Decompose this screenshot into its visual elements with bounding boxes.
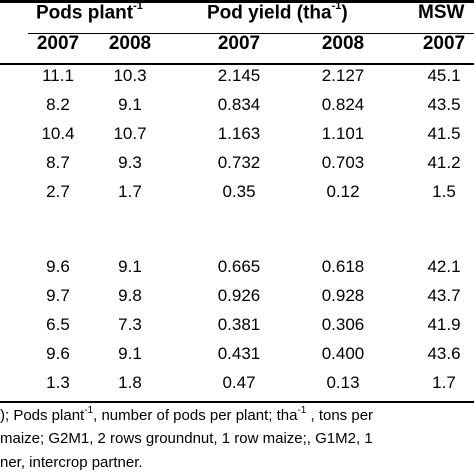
year-col-4: 2008: [321, 33, 365, 54]
table-cell: 43.5: [427, 95, 461, 114]
footnote-line-2: maize; G2M1, 2 rows groundnut, 1 row mai…: [0, 430, 373, 447]
year-underline: [0, 63, 474, 65]
table-cell: 0.400: [321, 344, 365, 363]
footnote-sup: -1: [84, 405, 94, 416]
table-cell: 10.4: [41, 124, 75, 143]
pods-plant-sup: -1: [133, 0, 143, 12]
table-cell: 1.5: [432, 182, 456, 201]
table-cell: 0.824: [321, 95, 365, 114]
table-cell: 1.101: [321, 124, 365, 143]
table-cell: 9.6: [46, 257, 70, 276]
table-cell: 43.6: [427, 344, 461, 363]
pods-plant-label: Pods plant: [36, 2, 134, 24]
footnote-line-1: ); Pods plant-1, number of pods per plan…: [0, 405, 374, 424]
year-col-1: 2007: [36, 33, 80, 54]
table-cell: 0.47: [222, 373, 256, 392]
table-cell: 0.431: [217, 344, 261, 363]
pod-yield-label: Pod yield (tha: [207, 2, 332, 24]
table-cell: 6.5: [46, 315, 70, 334]
table-cell: 41.9: [427, 315, 461, 334]
table-cell: 9.1: [118, 95, 142, 114]
msw-header: MSW: [418, 2, 464, 24]
pods-plant-header: Pods plant-1: [36, 0, 143, 24]
footnote-text: , tons per: [306, 407, 374, 424]
pod-yield-sup: -1: [331, 0, 342, 12]
table-cell: 8.2: [46, 95, 70, 114]
pod-yield-close: ): [341, 2, 348, 24]
top-rule: [0, 0, 474, 3]
table-cell: 9.7: [46, 286, 70, 305]
table-cell: 0.665: [217, 257, 261, 276]
table-cell: 2.145: [217, 66, 261, 85]
table-cell: 42.1: [427, 257, 461, 276]
header-underline: [28, 33, 474, 34]
table-cell: 9.1: [118, 257, 142, 276]
msw-label: MSW: [418, 2, 465, 23]
footnote-text: ); Pods plant: [0, 407, 85, 424]
table-cell: 1.7: [432, 373, 456, 392]
table-cell: 0.306: [321, 315, 365, 334]
table-cell: 2.127: [321, 66, 365, 85]
bottom-rule: [0, 401, 474, 403]
table-cell: 0.618: [321, 257, 365, 276]
footnote-sup: -1: [297, 405, 307, 416]
table-cell: 9.6: [46, 344, 70, 363]
table-cell: 2.7: [46, 182, 70, 201]
table-cell: 1.163: [217, 124, 261, 143]
table-cell: 0.703: [321, 153, 365, 172]
table-cell: 0.834: [217, 95, 261, 114]
table-cell: 0.13: [326, 373, 360, 392]
table-cell: 0.35: [222, 182, 256, 201]
year-col-2: 2008: [108, 33, 152, 54]
pod-yield-header: Pod yield (tha-1): [207, 0, 348, 24]
table-cell: 41.5: [427, 124, 461, 143]
year-col-3: 2007: [217, 33, 261, 54]
table-cell: 8.7: [46, 153, 70, 172]
table-cell: 10.7: [113, 124, 147, 143]
table-cell: 10.3: [113, 66, 147, 85]
table-cell: 0.12: [326, 182, 360, 201]
table-cell: 7.3: [118, 315, 142, 334]
table-cell: 1.7: [118, 182, 142, 201]
table-cell: 9.3: [118, 153, 142, 172]
table-cell: 0.732: [217, 153, 261, 172]
year-col-5: 2007: [422, 33, 466, 54]
table-cell: 9.8: [118, 286, 142, 305]
table-cell: 11.1: [42, 66, 74, 85]
table-cell: 41.2: [427, 153, 461, 172]
table-cell: 0.928: [321, 286, 365, 305]
table-cell: 0.926: [217, 286, 261, 305]
table-cell: 1.8: [118, 373, 142, 392]
table-cell: 1.3: [46, 373, 70, 392]
footnote-line-3: ner, intercrop partner.: [0, 454, 143, 471]
table-cell: 0.381: [217, 315, 261, 334]
table-cell: 45.1: [427, 66, 461, 85]
footnote-text: , number of pods per plant; tha: [93, 407, 298, 424]
table-cell: 43.7: [427, 286, 461, 305]
table-cell: 9.1: [118, 344, 142, 363]
